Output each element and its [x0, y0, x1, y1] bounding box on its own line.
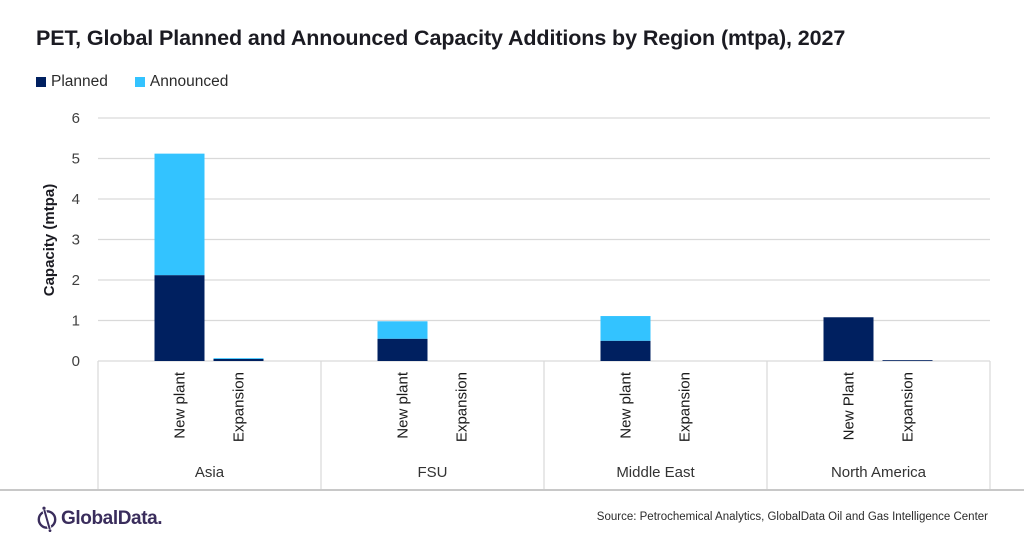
y-tick-label: 6: [72, 110, 80, 127]
category-axis: Asia New plant Expansion FSU New plant Expans…: [97, 361, 991, 489]
legend-swatch-planned: [36, 77, 46, 87]
bar-announced: [213, 358, 264, 359]
y-tick-label: 3: [72, 232, 80, 249]
y-tick-label: 4: [72, 191, 80, 208]
legend-label-planned: Planned: [51, 73, 108, 90]
category-label: Expansion: [677, 372, 694, 442]
chart-title: PET, Global Planned and Announced Capaci…: [36, 26, 846, 50]
bar-planned: [882, 360, 933, 361]
legend-item-announced: Announced: [134, 73, 229, 91]
bar-planned: [600, 340, 651, 361]
y-axis-ticks: 0 1 2 3 4 5 6: [72, 110, 80, 370]
bar-planned: [154, 275, 205, 361]
group-label: Middle East: [616, 464, 695, 481]
legend-label-announced: Announced: [149, 73, 229, 90]
category-label: Expansion: [454, 372, 471, 442]
y-tick-label: 5: [72, 151, 80, 168]
group-label: FSU: [418, 464, 448, 481]
bar-announced: [154, 153, 205, 276]
legend: Planned Announced: [36, 73, 255, 91]
y-tick-label: 0: [72, 353, 80, 370]
category-label: New Plant: [841, 371, 858, 440]
bars: [154, 153, 933, 361]
bar-planned: [823, 317, 874, 361]
category-label: New plant: [172, 371, 189, 439]
bar-planned: [213, 358, 264, 361]
category-label: New plant: [618, 371, 635, 439]
globaldata-logo-icon: [37, 506, 57, 532]
source-note: Source: Petrochemical Analytics, GlobalD…: [596, 511, 988, 523]
category-label: New plant: [395, 371, 412, 439]
gridlines: [98, 117, 990, 362]
legend-item-planned: Planned: [36, 73, 108, 91]
globaldata-logo: GlobalData.: [36, 506, 163, 532]
bar-announced: [377, 321, 428, 339]
group-label: North America: [831, 464, 927, 481]
brand-name: GlobalData.: [61, 508, 163, 529]
y-tick-label: 1: [72, 313, 80, 330]
bar-announced: [600, 316, 651, 341]
y-axis-label: Capacity (mtpa): [41, 184, 58, 297]
category-label: Expansion: [900, 372, 917, 442]
footer-divider: [0, 489, 1024, 491]
y-tick-label: 2: [72, 272, 80, 289]
group-label: Asia: [195, 464, 225, 481]
bar-planned: [377, 338, 428, 361]
category-label: Expansion: [231, 372, 248, 442]
legend-swatch-announced: [134, 77, 145, 87]
